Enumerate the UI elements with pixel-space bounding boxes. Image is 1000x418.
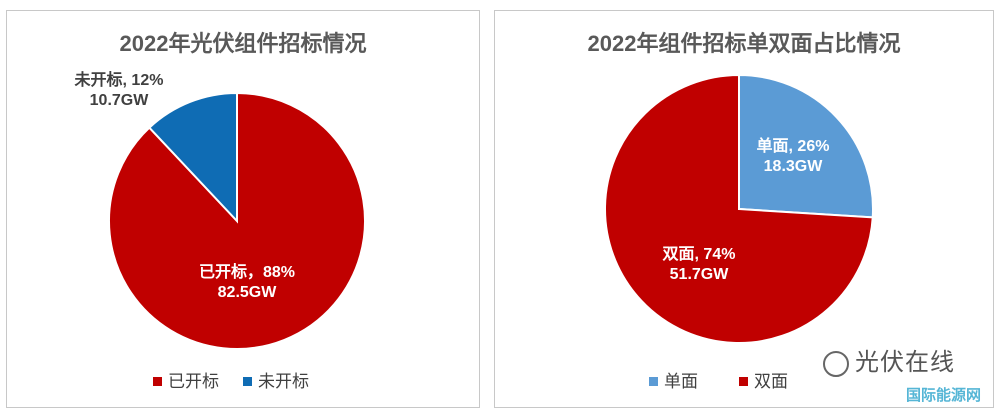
legend-marker xyxy=(739,377,748,386)
watermark-brand: o光伏在线 xyxy=(823,342,955,377)
chart-title: 2022年光伏组件招标情况 xyxy=(120,31,367,56)
legend-marker xyxy=(243,377,252,386)
data-label-value-单面: 18.3GW xyxy=(764,158,824,175)
legend-marker xyxy=(649,377,658,386)
chart-panel-single-double-share: 2022年组件招标单双面占比情况 单面, 26% 18.3GW 双面, 74% 51.… xyxy=(494,10,994,408)
pie-slice-未开标 xyxy=(147,91,238,224)
chart-title: 2022年组件招标单双面占比情况 xyxy=(588,31,901,56)
legend-marker xyxy=(153,377,162,386)
data-label-value-双面: 51.7GW xyxy=(670,266,730,283)
data-label-双面: 双面, 74% xyxy=(663,245,736,263)
wechat-icon: o xyxy=(823,350,849,377)
data-label-value-未开标: 10.7GW xyxy=(90,92,150,109)
watermark-text: 光伏在线 xyxy=(855,349,955,376)
data-label-value-已开标: 82.5GW xyxy=(218,284,278,301)
chart-panel-tender-status: 2022年光伏组件招标情况 已开标，88% 82.5GW 未开标, 12% 10.7G… xyxy=(6,10,480,408)
pie-chart-module-type-share: 2022年组件招标单双面占比情况 单面, 26% 18.3GW 双面, 74% 51.… xyxy=(588,31,901,391)
legend-label: 双面 xyxy=(754,372,788,391)
legend-label: 单面 xyxy=(664,372,698,391)
data-label-单面: 单面, 26% xyxy=(757,136,830,155)
pie-slice-单面 xyxy=(738,73,874,219)
data-label-未开标: 未开标, 12% xyxy=(74,70,164,89)
watermark-site: 国际能源网 xyxy=(905,387,981,404)
legend-label: 已开标 xyxy=(168,372,219,391)
legend-label: 未开标 xyxy=(258,372,309,391)
pie-slice-双面 xyxy=(604,73,874,344)
data-label-已开标: 已开标，88% xyxy=(199,263,295,281)
pie-chart-tender-status: 2022年光伏组件招标情况 已开标，88% 82.5GW 未开标, 12% 10.7G… xyxy=(74,31,367,391)
